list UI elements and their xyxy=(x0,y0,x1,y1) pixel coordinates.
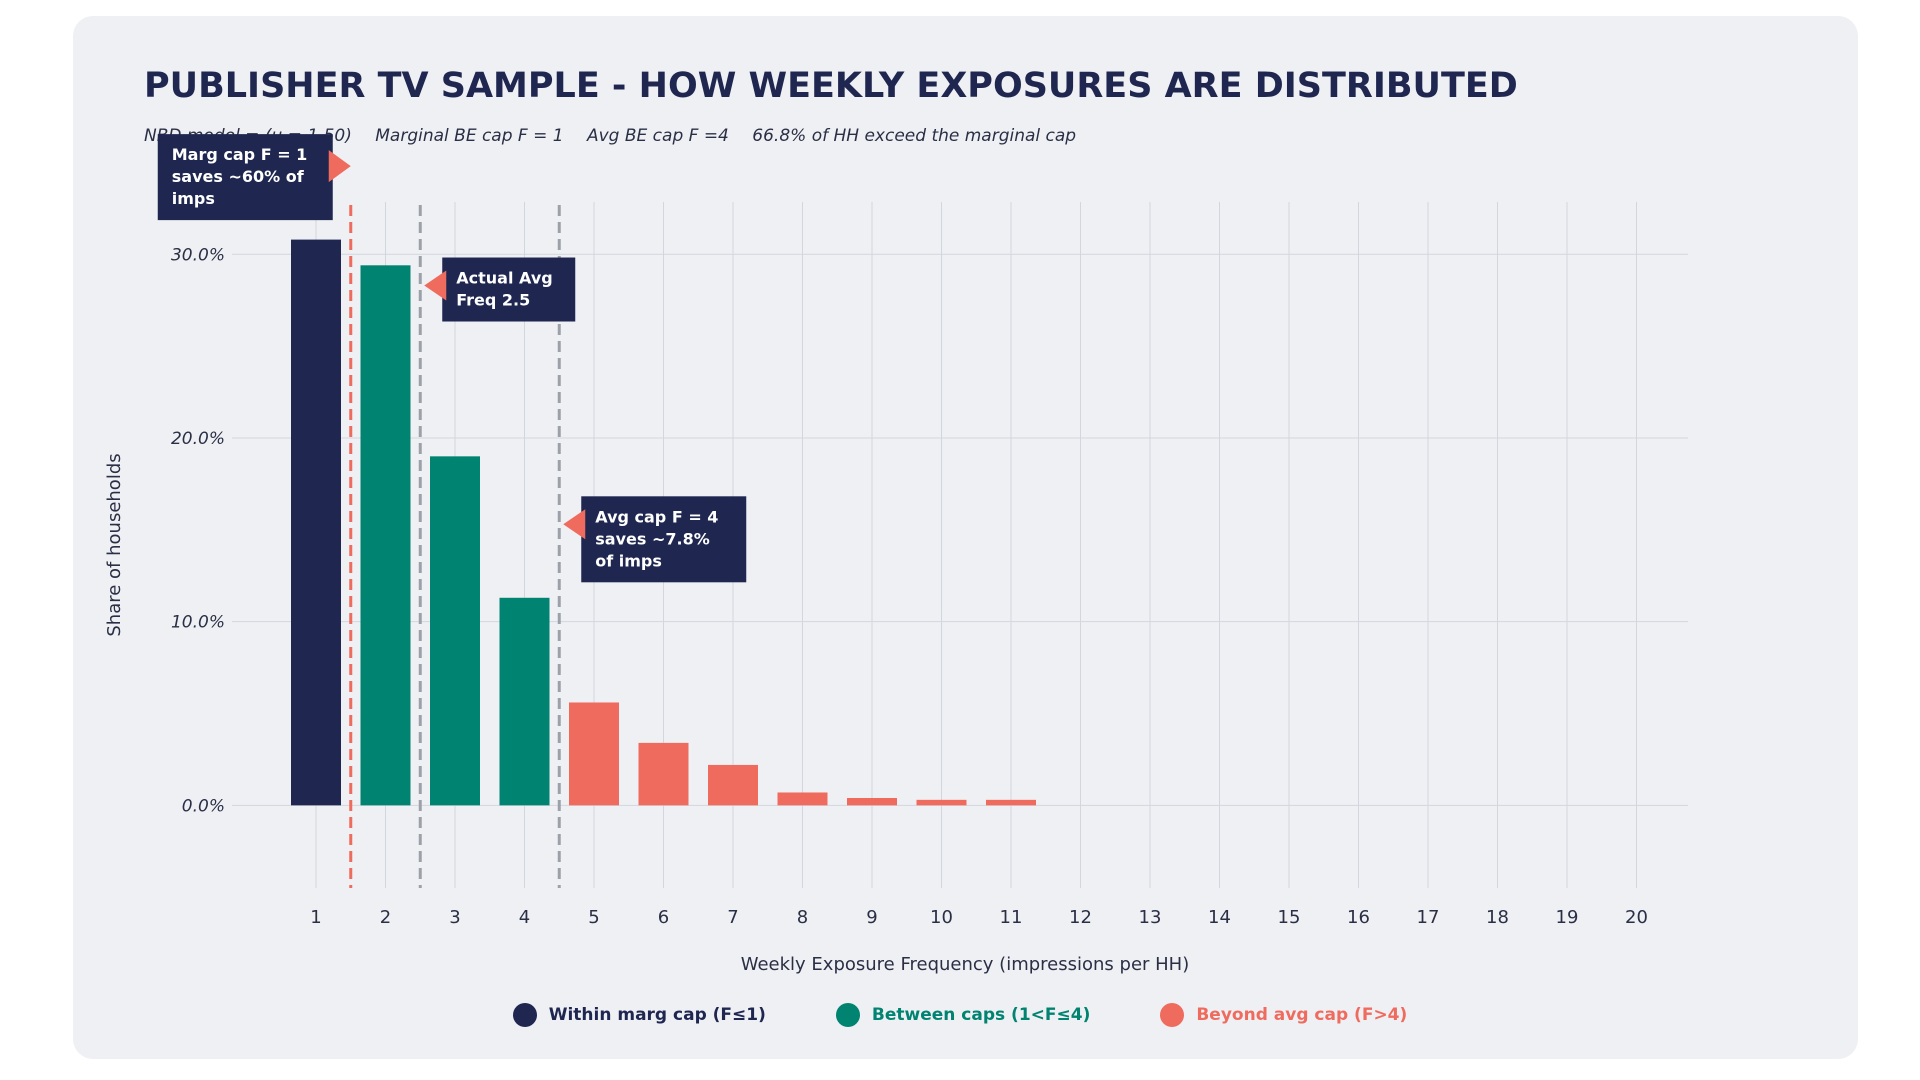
x-tick-label: 20 xyxy=(1625,907,1648,928)
x-tick-label: 16 xyxy=(1347,907,1370,928)
annotation-marg-cap-box xyxy=(157,134,333,221)
annotation-marg-cap-text-line: Marg cap F = 1 xyxy=(172,145,308,164)
bar-4 xyxy=(499,597,550,806)
legend-dot-within xyxy=(512,1003,537,1027)
x-tick-label: 14 xyxy=(1208,907,1231,928)
x-tick-label: 13 xyxy=(1139,907,1162,928)
legend-dot-between xyxy=(835,1003,860,1027)
x-tick-label: 7 xyxy=(727,907,738,928)
annotation-actual-avg-pointer xyxy=(424,270,447,301)
annotations: Marg cap F = 1 saves ~60% of imps Actual Av… xyxy=(157,134,747,583)
subtitle-avg-cap: Avg BE cap F =4 xyxy=(586,126,729,146)
x-tick-label: 4 xyxy=(519,907,530,928)
x-tick-label: 10 xyxy=(930,907,953,928)
bar-6 xyxy=(638,742,689,806)
axes: 0.0%10.0%20.0%30.0%1 2 3 4 5 6 7 8 9 10 11 12 13 14 15… xyxy=(104,245,1648,975)
x-tick-label: 19 xyxy=(1556,907,1579,928)
bar-7 xyxy=(708,764,758,806)
x-tick-label: 2 xyxy=(380,907,391,928)
y-axis-label: Share of households xyxy=(104,453,125,636)
x-tick-label: 5 xyxy=(588,907,599,928)
legend-label-beyond: Beyond avg cap (F>4) xyxy=(1196,1005,1408,1025)
annotation-avg-cap-text-line: Avg cap F = 4 xyxy=(595,507,718,526)
legend-dot-beyond xyxy=(1160,1003,1185,1027)
y-tick-label: 10.0% xyxy=(171,613,225,633)
annotation-avg-cap: Avg cap F = 4 saves ~7.8% of imps xyxy=(563,496,747,583)
subtitle-exceed: 66.8% of HH exceed the marginal cap xyxy=(752,126,1077,146)
annotation-actual-avg-box xyxy=(442,257,576,322)
x-tick-label: 12 xyxy=(1069,907,1092,928)
x-tick-label: 8 xyxy=(797,907,808,928)
annotation-marg-cap-text-line: imps xyxy=(172,189,215,208)
x-tick-label: 9 xyxy=(866,907,877,928)
x-tick-label: 1 xyxy=(310,907,321,928)
y-tick-label: 0.0% xyxy=(182,796,225,816)
bar-11 xyxy=(986,799,1036,806)
bar-9 xyxy=(847,797,897,806)
x-tick-label: 11 xyxy=(1000,907,1023,928)
legend: Within marg cap (F≤1) Between caps (1<F≤… xyxy=(0,1003,1920,1027)
annotation-actual-avg-text-line: Actual Avg xyxy=(456,269,552,288)
x-tick-label: 17 xyxy=(1417,907,1440,928)
reference-lines xyxy=(349,205,561,888)
legend-label-within: Within marg cap (F≤1) xyxy=(548,1005,766,1025)
x-tick-label: 3 xyxy=(449,907,460,928)
annotation-avg-cap-pointer xyxy=(563,509,586,540)
bar-2 xyxy=(360,265,411,806)
annotation-avg-cap-text-line: of imps xyxy=(595,551,662,570)
legend-item-between: Between caps (1<F≤4) xyxy=(835,1003,1091,1027)
bar-5 xyxy=(569,702,619,806)
annotation-actual-avg: Actual Avg Freq 2.5 xyxy=(424,257,576,322)
annotation-avg-cap-box xyxy=(581,496,747,583)
legend-label-between: Between caps (1<F≤4) xyxy=(871,1005,1091,1025)
subtitle-marginal-cap: Marginal BE cap F = 1 xyxy=(375,126,564,146)
bar-1 xyxy=(291,239,341,806)
annotation-avg-cap-text-line: saves ~7.8% xyxy=(595,529,709,548)
x-tick-label: 18 xyxy=(1486,907,1509,928)
y-tick-label: 30.0% xyxy=(171,245,225,265)
legend-item-beyond: Beyond avg cap (F>4) xyxy=(1160,1003,1407,1027)
chart-title: PUBLISHER TV SAMPLE - HOW WEEKLY EXPOSUR… xyxy=(144,66,1518,106)
bar-3 xyxy=(430,456,480,806)
annotation-actual-avg-text-line: Freq 2.5 xyxy=(456,291,530,310)
annotation-marg-cap: Marg cap F = 1 saves ~60% of imps xyxy=(157,134,351,221)
annotation-marg-cap-text-line: saves ~60% of xyxy=(172,167,305,186)
y-tick-label: 20.0% xyxy=(171,429,225,449)
bar-10 xyxy=(916,799,967,806)
bars xyxy=(291,239,1036,806)
bar-8 xyxy=(777,792,828,806)
legend-item-within: Within marg cap (F≤1) xyxy=(512,1003,766,1027)
x-tick-label: 15 xyxy=(1278,907,1301,928)
annotation-marg-cap-pointer xyxy=(328,150,351,183)
x-axis-label: Weekly Exposure Frequency (impressions p… xyxy=(741,954,1190,975)
x-tick-label: 6 xyxy=(658,907,669,928)
